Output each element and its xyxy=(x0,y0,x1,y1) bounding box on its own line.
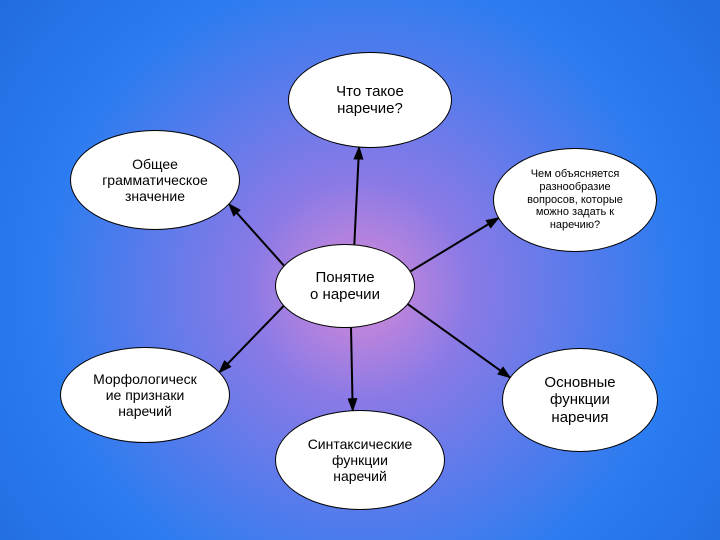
node-label: Общееграмматическоезначение xyxy=(102,156,208,204)
node-label: Синтаксическиефункциинаречий xyxy=(308,436,413,484)
node-label: Что такоенаречие? xyxy=(336,83,404,118)
node-label: Основныефункциинаречия xyxy=(544,374,615,426)
outer-node-n3: Основныефункциинаречия xyxy=(502,348,658,452)
outer-node-n5: Морфологические признакинаречий xyxy=(60,347,230,443)
node-label: Понятиео наречии xyxy=(310,269,380,304)
outer-node-n2: Чем объясняетсяразнообразиевопросов, кот… xyxy=(493,148,657,252)
edge-n6 xyxy=(229,204,284,265)
outer-node-n4: Синтаксическиефункциинаречий xyxy=(275,410,445,510)
edge-n4 xyxy=(351,328,353,410)
node-label: Морфологические признакинаречий xyxy=(93,371,197,419)
node-label: Чем объясняетсяразнообразиевопросов, кот… xyxy=(527,168,623,231)
edge-n2 xyxy=(411,218,499,271)
outer-node-n1: Что такоенаречие? xyxy=(288,52,452,148)
center-node: Понятиео наречии xyxy=(275,244,415,328)
edge-n3 xyxy=(408,304,510,377)
diagram-stage: Что такоенаречие? Чем объясняетсяразнообр… xyxy=(0,0,720,540)
edge-n1 xyxy=(354,148,359,245)
edge-n5 xyxy=(220,306,284,372)
outer-node-n6: Общееграмматическоезначение xyxy=(70,130,240,230)
